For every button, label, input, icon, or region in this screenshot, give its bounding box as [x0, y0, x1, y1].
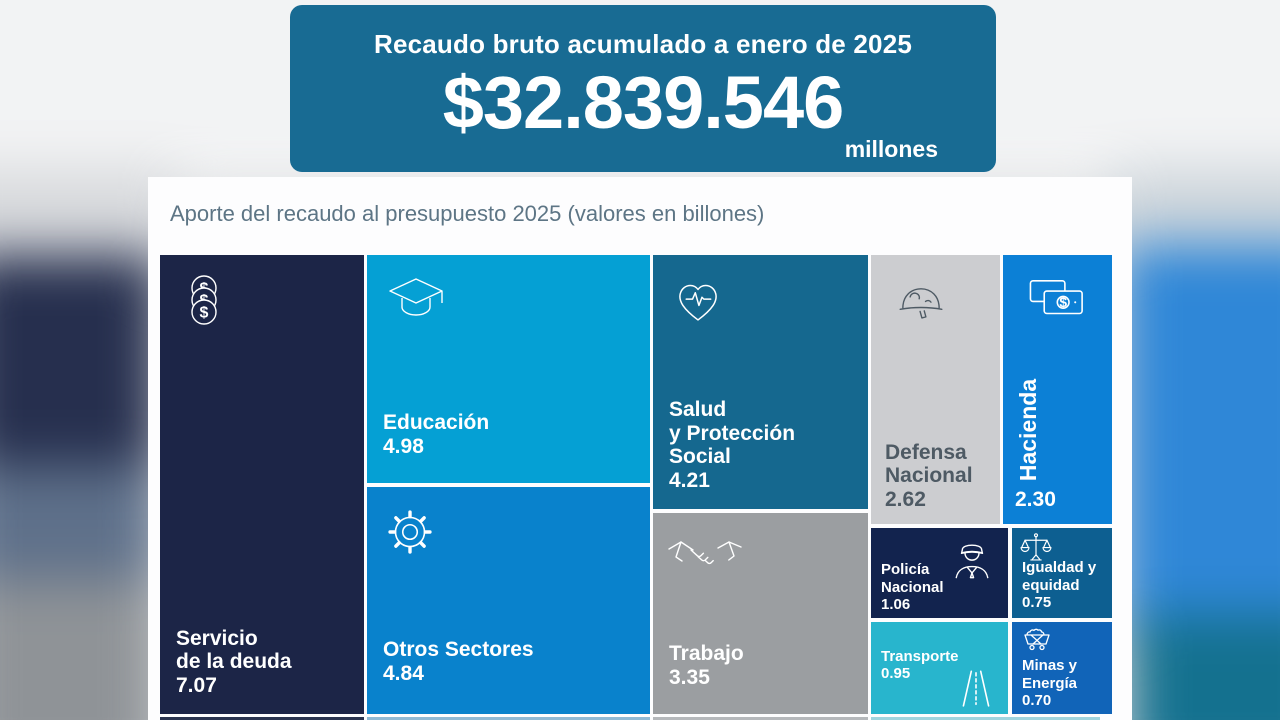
coins-icon: $ $ $: [178, 271, 230, 337]
heart-pulse-icon: [667, 271, 729, 329]
tile-label: Salud y Protección Social: [669, 398, 796, 469]
chart-title: Aporte del recaudo al presupuesto 2025 (…: [170, 201, 765, 226]
tile-value: 4.84: [383, 662, 424, 685]
tile-value: 0.70: [1022, 691, 1052, 709]
backdrop-blob: [0, 465, 160, 585]
treemap-tile-educacion: Educación 4.98: [367, 255, 650, 483]
tile-value: 0.95: [881, 665, 911, 683]
tile-label: Minas y Energía: [1022, 657, 1078, 692]
treemap-tile-defensa: Defensa Nacional 2.62: [871, 255, 1000, 524]
banner-title: Recaudo bruto acumulado a enero de 2025: [373, 29, 913, 59]
treemap-tile-policia: Policía Nacional 1.06: [871, 528, 1008, 618]
next-row-sliver: [653, 717, 868, 720]
banner-unit-label: millones: [844, 136, 938, 162]
tile-value: 1.06: [881, 595, 911, 613]
tile-label: Transporte: [881, 648, 959, 665]
backdrop-blob: [0, 580, 160, 720]
tile-value: 2.62: [885, 488, 926, 511]
treemap-tile-salud: Salud y Protección Social 4.21: [653, 255, 868, 509]
backdrop-blob: [1130, 615, 1280, 720]
tile-label: Educación: [383, 411, 490, 435]
treemap-tile-otros-sectores: Otros Sectores 4.84: [367, 487, 650, 714]
police-officer-icon: [944, 532, 1000, 590]
next-row-sliver: [367, 717, 650, 720]
next-row-sliver: [871, 717, 1100, 720]
tile-value: 2.30: [1015, 488, 1056, 511]
tile-label: Igualdad y equidad: [1022, 559, 1097, 594]
svg-text:$: $: [200, 305, 209, 322]
backdrop-blob: [1120, 245, 1280, 635]
tile-label: Defensa Nacional: [885, 440, 973, 488]
road-icon: [954, 662, 998, 712]
budget-treemap: $ $ $ Servicio de la deuda 7.07 Educació…: [160, 255, 1112, 717]
gear-icon: [381, 503, 439, 561]
treemap-tile-minas: Minas y Energía 0.70: [1012, 622, 1112, 714]
tile-value: 3.35: [669, 666, 710, 689]
graduation-cap-icon: [383, 269, 449, 325]
header-banner: Recaudo bruto acumulado a enero de 2025 …: [290, 5, 996, 172]
tile-label: Trabajo: [669, 642, 744, 666]
mine-cart-icon: [1020, 624, 1054, 654]
tile-value: 4.21: [669, 469, 710, 492]
handshake-icon: [665, 529, 745, 581]
backdrop-blob: [0, 255, 160, 470]
treemap-tile-hacienda: $ Hacienda 2.30: [1003, 255, 1112, 524]
tile-value: 0.75: [1022, 593, 1052, 611]
banknotes-icon: $: [1027, 275, 1089, 321]
military-helmet-icon: [891, 277, 951, 335]
tile-label: Hacienda: [1015, 378, 1041, 481]
content-panel: Aporte del recaudo al presupuesto 2025 (…: [148, 177, 1132, 720]
scales-icon: [1018, 530, 1054, 568]
next-row-sliver: [160, 717, 364, 720]
tile-value: 4.98: [383, 435, 424, 458]
treemap-tile-trabajo: Trabajo 3.35: [653, 513, 868, 714]
tile-label: Policía Nacional: [881, 561, 944, 596]
treemap-tile-igualdad: Igualdad y equidad 0.75: [1012, 528, 1112, 618]
treemap-tile-transporte: Transporte 0.95: [871, 622, 1008, 714]
tile-label: Otros Sectores: [383, 638, 534, 662]
tile-value: 7.07: [176, 674, 217, 697]
treemap-tile-servicio-deuda: $ $ $ Servicio de la deuda 7.07: [160, 255, 364, 714]
svg-text:$: $: [1059, 295, 1067, 310]
tile-label: Servicio de la deuda: [176, 626, 292, 674]
banner-total-amount: $32.839.546: [442, 61, 845, 144]
